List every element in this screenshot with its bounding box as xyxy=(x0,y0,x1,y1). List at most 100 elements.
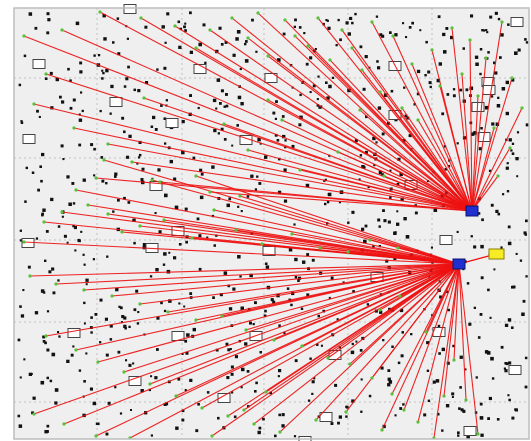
dot xyxy=(264,155,268,159)
dot xyxy=(405,235,410,239)
dot xyxy=(345,415,348,418)
dot xyxy=(394,231,397,234)
dot xyxy=(105,353,109,357)
dot xyxy=(19,376,22,379)
dot xyxy=(293,223,296,226)
dot xyxy=(231,144,234,147)
link-endpoint xyxy=(139,16,143,20)
dot xyxy=(44,259,47,262)
dot xyxy=(80,230,83,233)
link-line-lower xyxy=(63,263,460,425)
dot xyxy=(240,102,244,106)
dot xyxy=(116,17,120,20)
open-marker xyxy=(22,134,36,144)
dot xyxy=(160,104,163,107)
dot xyxy=(446,93,450,96)
dot xyxy=(294,18,297,22)
dot xyxy=(290,303,293,307)
dot xyxy=(249,321,252,325)
dot xyxy=(225,93,228,96)
dot xyxy=(178,302,181,305)
dot xyxy=(408,134,412,138)
dot xyxy=(272,111,276,115)
dot xyxy=(149,275,153,278)
dot xyxy=(110,84,114,89)
dot xyxy=(339,38,342,42)
dot xyxy=(100,156,104,159)
dot xyxy=(359,349,363,352)
dot xyxy=(181,150,185,155)
link-line-lower xyxy=(347,251,460,265)
link-endpoint xyxy=(190,236,194,240)
dot xyxy=(495,209,499,213)
link-endpoint xyxy=(350,46,354,50)
dot xyxy=(276,139,280,142)
dot xyxy=(383,219,387,223)
dot xyxy=(42,208,46,212)
dot xyxy=(475,62,479,66)
dot xyxy=(497,17,501,21)
dot xyxy=(505,111,509,116)
dot xyxy=(505,80,509,85)
dot xyxy=(277,58,281,62)
dot xyxy=(25,166,28,170)
dot xyxy=(473,131,477,135)
dot xyxy=(252,323,255,326)
dot xyxy=(254,188,257,191)
dot xyxy=(126,155,130,159)
dot xyxy=(75,21,80,26)
link-endpoint xyxy=(391,34,395,38)
dot xyxy=(18,83,22,87)
dot xyxy=(219,293,223,297)
dot xyxy=(338,415,342,419)
dot xyxy=(85,283,88,286)
dot xyxy=(140,178,144,181)
dot xyxy=(508,398,511,402)
lower-hub xyxy=(452,258,466,270)
dot xyxy=(119,412,123,415)
link-line-upper xyxy=(107,143,473,212)
dot xyxy=(427,70,431,74)
dot xyxy=(109,338,113,341)
link-line-lower xyxy=(129,263,460,439)
dot xyxy=(192,327,196,332)
dot xyxy=(150,125,154,128)
dot xyxy=(405,36,408,39)
link-line-lower xyxy=(213,209,460,265)
link-endpoint xyxy=(238,194,242,198)
dot xyxy=(41,212,44,216)
dot xyxy=(486,351,491,355)
dot xyxy=(71,182,75,185)
dot xyxy=(31,411,34,415)
link-line-upper xyxy=(401,107,473,212)
dot xyxy=(326,19,329,22)
link-endpoint xyxy=(398,294,402,298)
link-endpoint xyxy=(212,208,216,212)
dot xyxy=(328,84,332,89)
dot xyxy=(514,51,518,55)
dot xyxy=(126,37,129,40)
dot xyxy=(360,378,363,381)
link-line-upper xyxy=(73,127,473,212)
open-marker xyxy=(165,118,179,128)
dot xyxy=(258,426,262,430)
dot xyxy=(57,279,60,282)
dot xyxy=(46,376,49,380)
dot xyxy=(80,91,83,94)
dot xyxy=(23,54,27,58)
dot xyxy=(177,20,181,24)
dot xyxy=(345,405,348,408)
dot xyxy=(244,59,249,63)
dot xyxy=(157,168,161,172)
dot xyxy=(488,396,492,401)
dot xyxy=(337,421,340,425)
dot xyxy=(438,352,441,355)
link-endpoint xyxy=(138,302,142,306)
dot xyxy=(66,175,70,179)
dot xyxy=(218,26,222,30)
link-endpoint xyxy=(252,422,256,426)
dot xyxy=(410,333,413,336)
dot xyxy=(158,230,162,234)
dot xyxy=(230,372,234,376)
dot xyxy=(269,391,272,395)
